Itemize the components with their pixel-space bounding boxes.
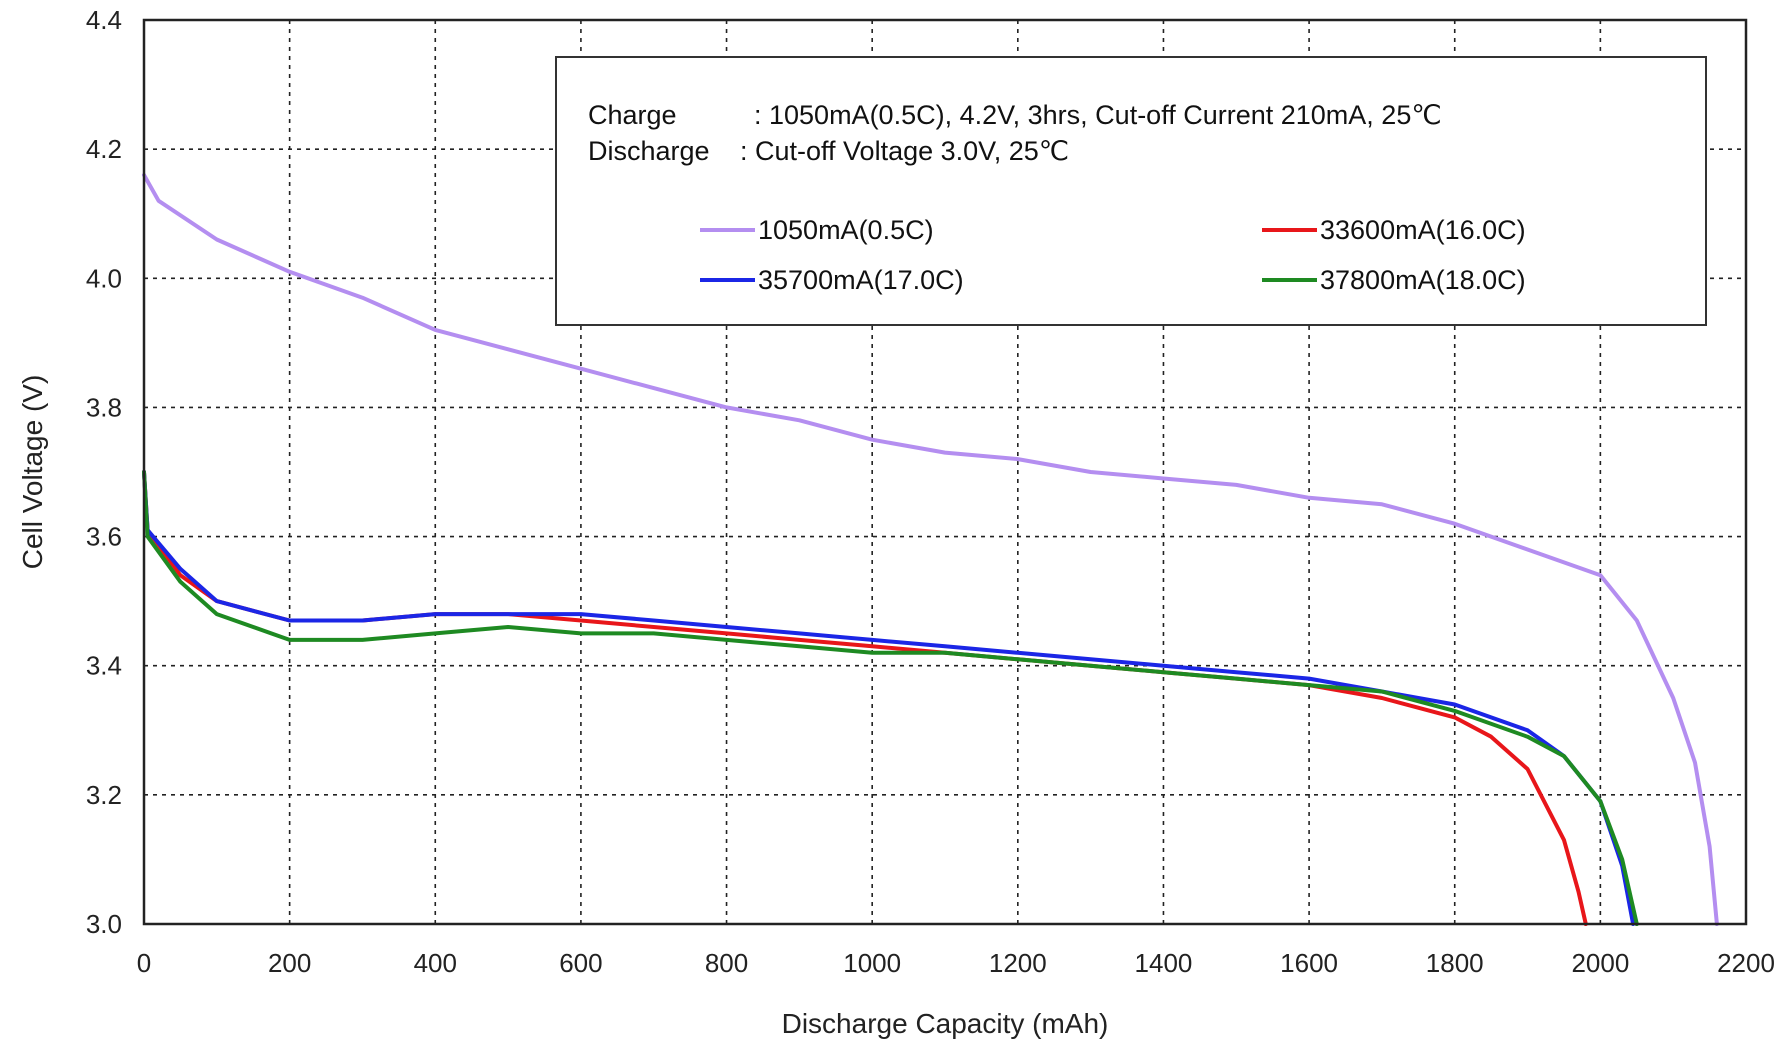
y-tick-label: 3.8: [86, 392, 122, 422]
discharge-conditions: : Cut-off Voltage 3.0V, 25℃: [740, 136, 1069, 166]
x-tick-label: 800: [705, 948, 748, 978]
x-tick-label: 2200: [1717, 948, 1775, 978]
series-line-37800ma: [142, 470, 1639, 926]
charge-label: Charge: [588, 100, 677, 130]
legend-label-1050ma: 1050mA(0.5C): [758, 215, 934, 245]
y-tick-label: 3.6: [86, 522, 122, 552]
x-tick-label: 600: [559, 948, 602, 978]
x-tick-label: 400: [414, 948, 457, 978]
series-line-1050ma: [142, 173, 1719, 926]
legend: Charge : 1050mA(0.5C), 4.2V, 3hrs, Cut-o…: [555, 56, 1707, 326]
tick-labels: 0 200 400 600 800 1000 1200 1400 1600 1800 2000 220…: [86, 5, 1775, 978]
series-layer: [142, 173, 1719, 926]
y-tick-label: 3.0: [86, 909, 122, 939]
x-tick-label: 1400: [1135, 948, 1193, 978]
x-tick-label: 0: [137, 948, 151, 978]
x-tick-label: 2000: [1571, 948, 1629, 978]
x-tick-label: 1800: [1426, 948, 1484, 978]
y-axis-label: Cell Voltage (V): [17, 375, 48, 570]
legend-label-37800ma: 37800mA(18.0C): [1320, 265, 1526, 295]
legend-box: [555, 56, 1707, 326]
y-tick-label: 4.4: [86, 5, 122, 35]
legend-label-35700ma: 35700mA(17.0C): [758, 265, 964, 295]
x-tick-label: 1000: [843, 948, 901, 978]
x-axis-label: Discharge Capacity (mAh): [782, 1008, 1109, 1039]
series-line-35700ma: [142, 470, 1636, 926]
y-tick-label: 4.0: [86, 263, 122, 293]
y-tick-label: 3.4: [86, 651, 122, 681]
y-tick-label: 3.2: [86, 780, 122, 810]
x-tick-label: 1600: [1280, 948, 1338, 978]
y-tick-label: 4.2: [86, 134, 122, 164]
discharge-label: Discharge: [588, 136, 710, 166]
charge-conditions: : 1050mA(0.5C), 4.2V, 3hrs, Cut-off Curr…: [754, 100, 1442, 130]
legend-label-33600ma: 33600mA(16.0C): [1320, 215, 1526, 245]
x-tick-label: 1200: [989, 948, 1047, 978]
x-tick-label: 200: [268, 948, 311, 978]
plot-frame: [142, 18, 1748, 926]
